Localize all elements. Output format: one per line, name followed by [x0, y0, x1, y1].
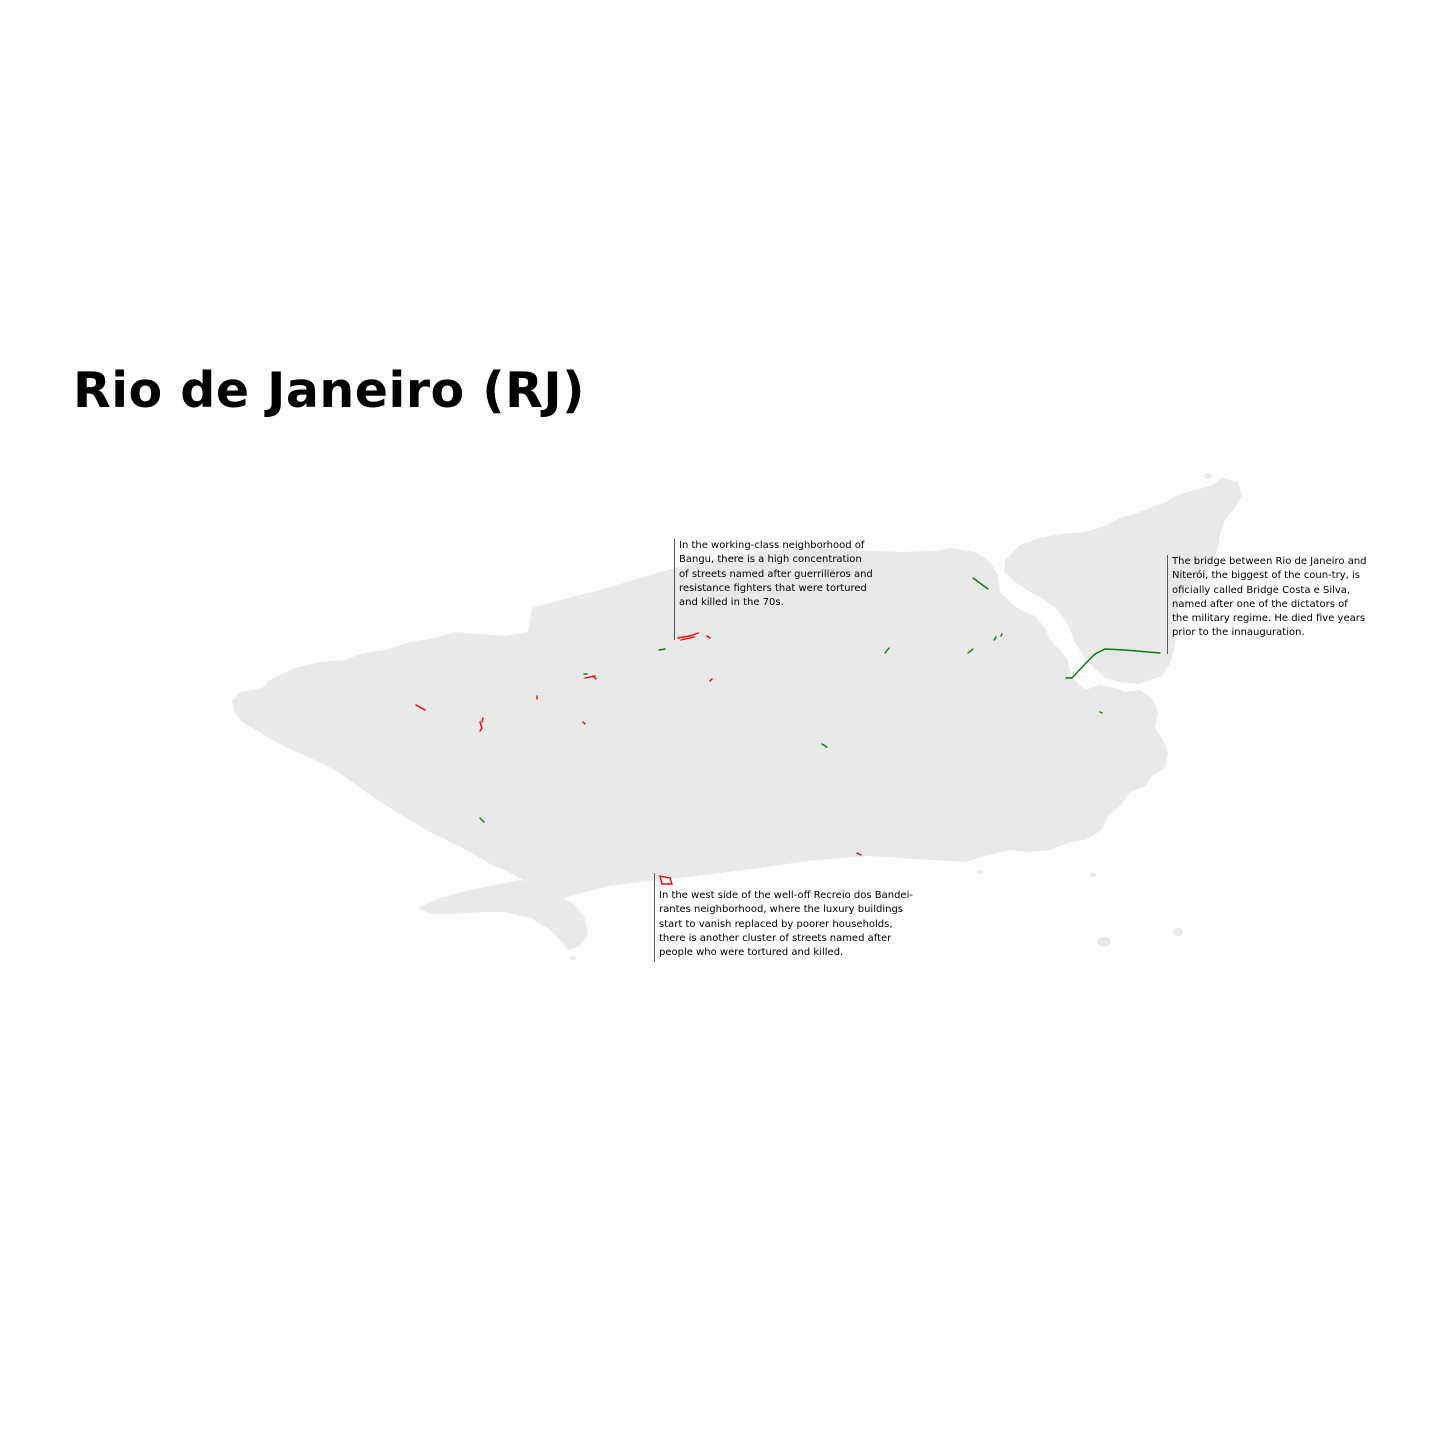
green-street	[993, 636, 997, 641]
red-street	[582, 721, 586, 725]
green-street	[884, 647, 890, 654]
annotation-recreio: In the west side of the well-off Recreio…	[654, 873, 916, 962]
green-street	[972, 577, 989, 590]
island	[1097, 937, 1111, 947]
green-street	[479, 817, 485, 823]
green-street	[1099, 711, 1103, 714]
red-street	[677, 632, 699, 639]
island	[570, 956, 576, 960]
red-street	[659, 875, 673, 885]
island	[1090, 873, 1096, 877]
green-street	[658, 648, 666, 651]
red-street	[680, 636, 695, 641]
land-guaratiba	[418, 880, 588, 950]
red-street	[706, 635, 711, 639]
annotation-bridge: The bridge between Rio de Janeiro and Ni…	[1167, 555, 1367, 654]
red-street	[856, 852, 862, 856]
annotation-bangu: In the working-class neighborhood of Ban…	[674, 539, 874, 640]
land-municipality	[232, 547, 1168, 898]
green-street-bridge	[1065, 648, 1161, 679]
island	[1204, 473, 1212, 479]
red-street	[592, 675, 597, 680]
land-niteroi	[1004, 478, 1242, 684]
map-title: Rio de Janeiro (RJ)	[73, 362, 585, 419]
red-street	[479, 721, 483, 732]
red-street	[415, 704, 426, 711]
green-street	[821, 743, 828, 748]
red-street	[709, 678, 713, 682]
red-street	[481, 717, 484, 723]
island	[1173, 928, 1183, 936]
green-street	[967, 648, 974, 654]
green-street	[1000, 633, 1003, 637]
island	[1138, 606, 1148, 614]
island	[1136, 645, 1144, 651]
island	[977, 870, 983, 874]
